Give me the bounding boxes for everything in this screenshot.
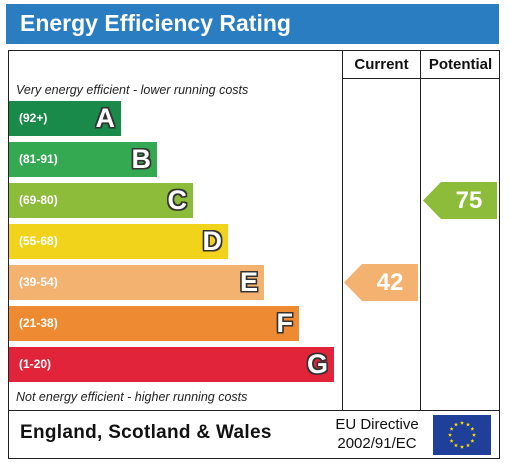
flag-star	[459, 444, 465, 449]
band-letter: E	[239, 267, 258, 297]
flag-star	[465, 443, 471, 448]
band-letter: D	[202, 226, 223, 256]
potential-arrow-shape	[423, 182, 497, 219]
band-a: (92+) A	[9, 101, 121, 136]
flag-star	[465, 422, 471, 427]
directive-line-1: EU Directive	[335, 416, 419, 433]
flag-star	[470, 426, 475, 431]
band-g: (1-20) G	[9, 347, 334, 382]
potential-column-divider	[420, 50, 421, 411]
flag-star	[470, 438, 475, 443]
band-letter: A	[95, 103, 116, 133]
directive-line-2: 2002/91/EC	[337, 435, 417, 452]
band-letter: B	[131, 144, 152, 174]
flag-star	[471, 432, 477, 437]
inefficient-note: Not energy efficient - higher running co…	[16, 390, 248, 404]
page-title: Energy Efficiency Rating	[20, 10, 291, 36]
flag-star	[449, 438, 454, 443]
efficient-note: Very energy efficient - lower running co…	[16, 83, 249, 97]
band-range: (39-54)	[19, 275, 58, 289]
band-letter: F	[276, 308, 294, 338]
band-c: (69-80) C	[9, 183, 193, 218]
flag-star	[449, 426, 454, 431]
band-letter: G	[306, 349, 328, 379]
current-rating-value: 42	[376, 269, 404, 296]
eu-directive: EU Directive 2002/91/EC	[327, 415, 427, 453]
band-d: (55-68) D	[9, 224, 228, 259]
footer	[8, 410, 500, 459]
current-column-divider	[342, 50, 343, 411]
flag-star	[453, 422, 459, 427]
flag-star	[447, 432, 453, 437]
current-arrow-shape	[344, 264, 418, 301]
band-range: (1-20)	[19, 357, 52, 371]
band-range: (21-38)	[19, 316, 58, 330]
potential-rating-arrow: 75	[423, 182, 497, 219]
flag-star	[459, 420, 465, 425]
current-column-header: Current	[354, 56, 409, 73]
band-letter: C	[167, 185, 188, 215]
header-divider	[343, 78, 500, 79]
potential-rating-value: 75	[455, 187, 483, 214]
band-range: (69-80)	[19, 193, 58, 207]
potential-column-header: Potential	[428, 56, 493, 73]
flag-star	[453, 443, 459, 448]
band-e: (39-54) E	[9, 265, 264, 300]
country-label: England, Scotland & Wales	[20, 422, 272, 443]
title-bar: Energy Efficiency Rating	[6, 4, 499, 44]
band-range: (55-68)	[19, 234, 58, 248]
band-range: (81-91)	[19, 152, 58, 166]
band-range: (92+)	[19, 111, 48, 125]
band-f: (21-38) F	[9, 306, 299, 341]
current-rating-arrow: 42	[344, 264, 418, 301]
eu-flag-icon	[433, 415, 491, 455]
band-b: (81-91) B	[9, 142, 157, 177]
